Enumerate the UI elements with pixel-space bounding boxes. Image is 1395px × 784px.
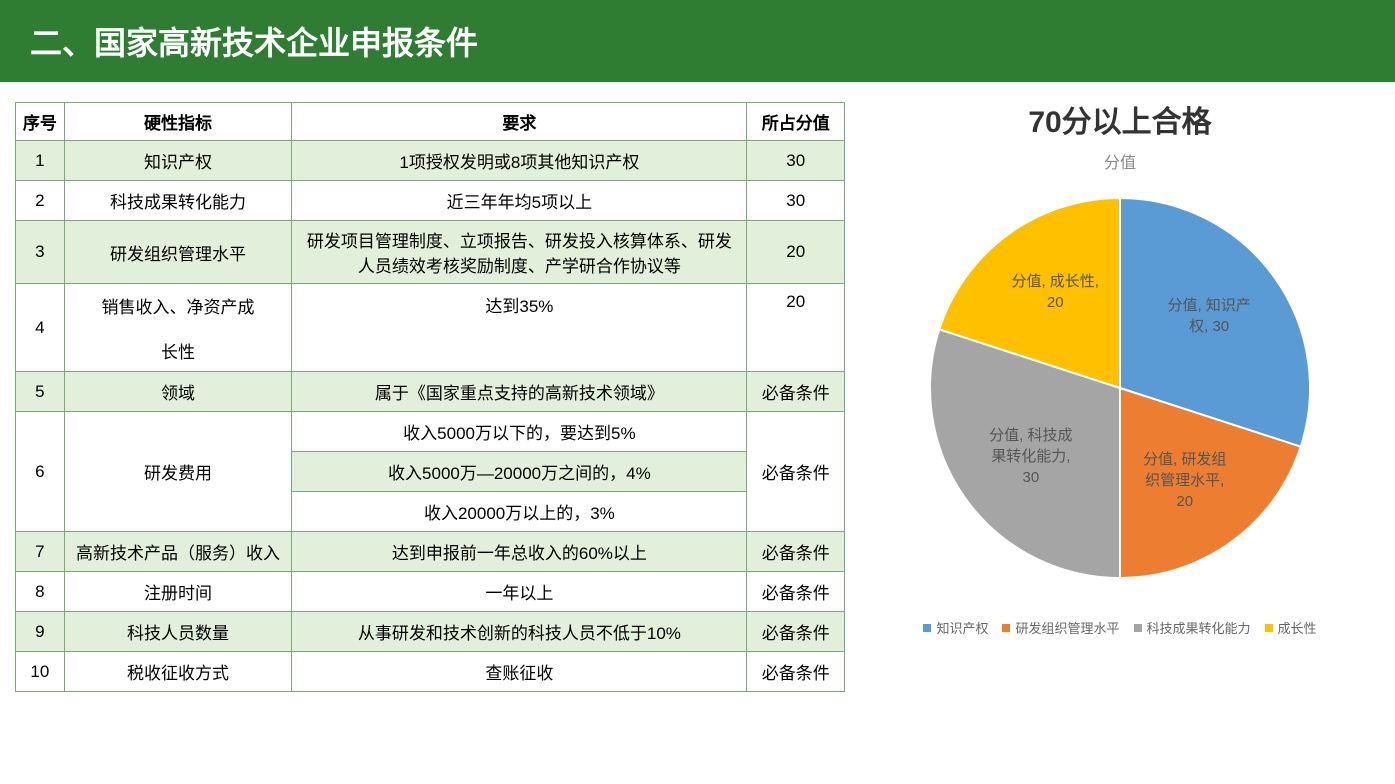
chart-subtitle: 分值 [885, 149, 1355, 173]
legend-item: 知识产权 [923, 618, 988, 637]
cell-indicator: 领域 [64, 372, 292, 412]
cell-score: 必备条件 [747, 532, 845, 572]
table-row: 4销售收入、净资产成 长性达到35%20 [16, 284, 845, 372]
table-header-row: 序号 硬性指标 要求 所占分值 [16, 103, 845, 141]
table-row: 7高新技术产品（服务）收入达到申报前一年总收入的60%以上必备条件 [16, 532, 845, 572]
criteria-table: 序号 硬性指标 要求 所占分值 1知识产权1项授权发明或8项其他知识产权302科… [15, 102, 845, 692]
legend-swatch [1134, 624, 1142, 632]
table-row: 6研发费用收入5000万以下的，要达到5%必备条件 [16, 412, 845, 452]
cell-req: 近三年年均5项以上 [292, 181, 747, 221]
cell-req: 达到申报前一年总收入的60%以上 [292, 532, 747, 572]
cell-req: 收入5000万—20000万之间的，4% [292, 452, 747, 492]
pie-svg [920, 188, 1320, 588]
cell-req: 查账征收 [292, 652, 747, 692]
legend-swatch [1265, 624, 1273, 632]
legend-label: 科技成果转化能力 [1147, 618, 1251, 637]
table-row: 3研发组织管理水平研发项目管理制度、立项报告、研发投入核算体系、研发 人员绩效考… [16, 221, 845, 284]
cell-seq: 8 [16, 572, 65, 612]
pie-chart: 分值, 知识产 权, 30 分值, 研发组 织管理水平, 20 分值, 科技成 果转… [920, 188, 1320, 588]
cell-seq: 2 [16, 181, 65, 221]
table-body: 1知识产权1项授权发明或8项其他知识产权302科技成果转化能力近三年年均5项以上… [16, 141, 845, 692]
cell-score: 必备条件 [747, 652, 845, 692]
cell-indicator: 科技人员数量 [64, 612, 292, 652]
pie-slice-label: 分值, 研发组 织管理水平, 20 [1125, 449, 1245, 512]
cell-score: 20 [747, 284, 845, 372]
cell-indicator: 科技成果转化能力 [64, 181, 292, 221]
cell-score: 20 [747, 221, 845, 284]
slide-content: 序号 硬性指标 要求 所占分值 1知识产权1项授权发明或8项其他知识产权302科… [0, 82, 1395, 712]
cell-score: 必备条件 [747, 572, 845, 612]
th-indicator: 硬性指标 [64, 103, 292, 141]
cell-req: 收入5000万以下的，要达到5% [292, 412, 747, 452]
table-row: 10税收征收方式查账征收必备条件 [16, 652, 845, 692]
cell-indicator: 知识产权 [64, 141, 292, 181]
th-requirement: 要求 [292, 103, 747, 141]
chart-legend: 知识产权 研发组织管理水平 科技成果转化能力 成长性 [885, 618, 1355, 637]
legend-swatch [1002, 624, 1010, 632]
th-seq: 序号 [16, 103, 65, 141]
cell-indicator: 税收征收方式 [64, 652, 292, 692]
cell-indicator: 研发费用 [64, 412, 292, 532]
cell-req: 研发项目管理制度、立项报告、研发投入核算体系、研发 人员绩效考核奖励制度、产学研… [292, 221, 747, 284]
legend-label: 研发组织管理水平 [1015, 618, 1119, 637]
table-row: 1知识产权1项授权发明或8项其他知识产权30 [16, 141, 845, 181]
cell-score: 30 [747, 181, 845, 221]
cell-score: 必备条件 [747, 372, 845, 412]
cell-req: 1项授权发明或8项其他知识产权 [292, 141, 747, 181]
cell-indicator: 高新技术产品（服务）收入 [64, 532, 292, 572]
legend-item: 成长性 [1265, 618, 1317, 637]
cell-req: 从事研发和技术创新的科技人员不低于10% [292, 612, 747, 652]
cell-seq: 7 [16, 532, 65, 572]
cell-score: 30 [747, 141, 845, 181]
table-row: 8注册时间一年以上必备条件 [16, 572, 845, 612]
criteria-table-area: 序号 硬性指标 要求 所占分值 1知识产权1项授权发明或8项其他知识产权302科… [15, 102, 845, 692]
cell-req: 达到35% [292, 284, 747, 372]
cell-seq: 9 [16, 612, 65, 652]
th-score: 所占分值 [747, 103, 845, 141]
table-row: 9科技人员数量从事研发和技术创新的科技人员不低于10%必备条件 [16, 612, 845, 652]
table-row: 2科技成果转化能力近三年年均5项以上30 [16, 181, 845, 221]
cell-req: 属于《国家重点支持的高新技术领域》 [292, 372, 747, 412]
cell-indicator: 注册时间 [64, 572, 292, 612]
cell-score: 必备条件 [747, 612, 845, 652]
cell-seq: 5 [16, 372, 65, 412]
cell-seq: 10 [16, 652, 65, 692]
legend-swatch [923, 624, 931, 632]
cell-indicator: 研发组织管理水平 [64, 221, 292, 284]
legend-item: 研发组织管理水平 [1002, 618, 1119, 637]
cell-indicator: 销售收入、净资产成 长性 [64, 284, 292, 372]
table-row: 5领域属于《国家重点支持的高新技术领域》必备条件 [16, 372, 845, 412]
cell-seq: 6 [16, 412, 65, 532]
cell-req: 一年以上 [292, 572, 747, 612]
pie-slice-label: 分值, 成长性, 20 [995, 271, 1115, 313]
cell-req: 收入20000万以上的，3% [292, 492, 747, 532]
legend-label: 知识产权 [936, 618, 988, 637]
pie-slice-label: 分值, 知识产 权, 30 [1149, 295, 1269, 337]
cell-seq: 1 [16, 141, 65, 181]
chart-title: 70分以上合格 [885, 97, 1355, 141]
legend-label: 成长性 [1278, 618, 1317, 637]
slide-title: 二、国家高新技术企业申报条件 [30, 25, 478, 61]
pie-slice-label: 分值, 科技成 果转化能力, 30 [971, 425, 1091, 488]
chart-area: 70分以上合格 分值 分值, 知识产 权, 30分值, 研发组 织管理水平, 2… [885, 102, 1355, 692]
cell-score: 必备条件 [747, 412, 845, 532]
legend-item: 科技成果转化能力 [1134, 618, 1251, 637]
slide-header: 二、国家高新技术企业申报条件 [0, 0, 1395, 82]
cell-seq: 3 [16, 221, 65, 284]
cell-seq: 4 [16, 284, 65, 372]
